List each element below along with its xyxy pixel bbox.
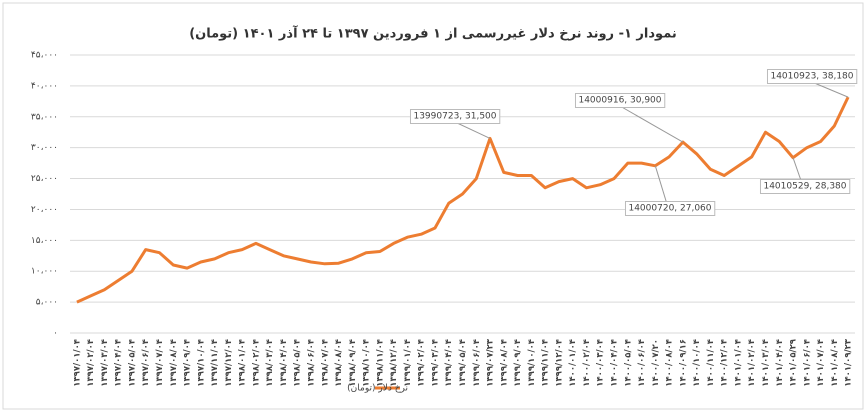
x-tick-label: ۱۴۰۱/۰۷/۰۴: [816, 339, 826, 387]
annotation-label: 14000916, 30,900: [578, 96, 661, 106]
x-tick-label: ۱۳۹۸/۱۰/۰۴: [362, 339, 372, 387]
x-tick-label: ۱۳۹۸/۰۵/۰۴: [293, 339, 303, 387]
x-tick-label: ۱۳۹۷/۰۳/۰۴: [100, 339, 110, 387]
x-tick-label: ۱۳۹۹/۰۱/۰۴: [403, 339, 413, 387]
y-tick-label: ۲۰،۰۰۰: [31, 205, 58, 215]
annotation-box: [409, 109, 501, 124]
x-tick-label: ۱۴۰۱/۰۹/۲۳: [844, 338, 854, 387]
x-tick-label: ۱۳۹۷/۰۸/۰۴: [169, 339, 179, 387]
x-tick-label: ۱۳۹۸/۰۳/۰۴: [265, 339, 275, 387]
x-tick-label: ۱۴۰۱/۰۱/۰۴: [733, 339, 743, 387]
x-tick-label: ۱۳۹۸/۰۹/۰۴: [348, 339, 358, 387]
x-tick-label: ۱۳۹۸/۰۸/۰۴: [334, 339, 344, 387]
x-tick-label: ۱۳۹۷/۰۷/۰۴: [155, 339, 165, 387]
x-tick-label: ۱۳۹۹/۱۱/۰۴: [541, 339, 551, 387]
x-tick-label: ۱۳۹۹/۰۶/۰۴: [472, 339, 482, 387]
x-tick-label: ۱۳۹۹/۰۸/۰۴: [499, 339, 509, 387]
x-tick-label: ۱۳۹۹/۰۳/۰۴: [430, 339, 440, 387]
annotation-label: 14000720, 27,060: [628, 204, 711, 214]
x-tick-label: ۱۳۹۷/۱۰/۰۴: [196, 339, 206, 387]
x-tick-label: ۱۴۰۱/۰۵/۲۹: [789, 338, 799, 387]
y-tick-label: ۵،۰۰۰: [36, 298, 58, 308]
x-tick-label: ۱۴۰۱/۰۶/۰۴: [802, 339, 812, 387]
x-tick-label: ۱۳۹۷/۰۱/۰۴: [72, 339, 82, 387]
x-tick-label: ۱۴۰۰/۰۸/۰۴: [665, 339, 675, 387]
x-tick-label: ۱۳۹۸/۱۲/۰۴: [389, 339, 399, 387]
y-tick-label: ۳۵،۰۰۰: [31, 112, 58, 122]
x-tick-label: ۱۳۹۸/۰۱/۰۴: [238, 339, 248, 387]
annotation-box: [574, 93, 666, 108]
x-tick-label: ۱۳۹۷/۰۶/۰۴: [141, 339, 151, 387]
annotation-box: [759, 179, 851, 194]
annotation-label: 14010529, 28,380: [763, 182, 846, 192]
x-tick-label: ۱۳۹۹/۰۹/۰۴: [513, 339, 523, 387]
annotation-leader: [619, 105, 684, 143]
x-tick-label: ۱۳۹۹/۰۴/۰۴: [444, 339, 454, 387]
x-tick-label: ۱۴۰۱/۰۴/۰۴: [775, 339, 785, 387]
x-tick-label: ۱۴۰۰/۰۲/۰۴: [582, 339, 592, 387]
x-tick-label: ۱۳۹۸/۰۷/۰۴: [320, 339, 330, 387]
y-tick-label: ۰: [53, 329, 58, 339]
y-tick-label: ۴۰،۰۰۰: [31, 81, 58, 91]
x-tick-label: ۱۴۰۰/۰۴/۰۴: [609, 339, 619, 387]
series-line: [76, 96, 850, 304]
x-tick-label: ۱۳۹۸/۰۲/۰۴: [251, 339, 261, 387]
y-tick-label: ۴۵،۰۰۰: [31, 51, 58, 61]
x-tick-label: ۱۳۹۸/۱۱/۰۴: [375, 339, 385, 387]
y-tick-label: ۳۰،۰۰۰: [31, 143, 58, 153]
x-tick-label: ۱۳۹۹/۱۲/۰۴: [554, 339, 564, 387]
x-tick-label: ۱۴۰۰/۱۱/۰۴: [706, 339, 716, 387]
x-tick-label: ۱۳۹۸/۰۴/۰۴: [279, 339, 289, 387]
x-tick-label: ۱۴۰۰/۱۲/۰۴: [720, 339, 730, 387]
x-tick-label: ۱۴۰۰/۰۷/۲۰: [651, 339, 661, 387]
x-tick-label: ۱۳۹۷/۰۲/۰۴: [86, 339, 96, 387]
x-tick-label: ۱۴۰۰/۰۹/۱۶: [678, 339, 688, 387]
x-tick-label: ۱۴۰۰/۰۵/۰۴: [623, 339, 633, 387]
annotation-leader: [454, 121, 491, 139]
x-tick-label: ۱۳۹۷/۰۴/۰۴: [114, 339, 124, 387]
y-tick-label: ۱۵،۰۰۰: [31, 236, 58, 246]
x-tick-label: ۱۳۹۸/۰۶/۰۴: [307, 339, 317, 387]
annotation-box: [766, 69, 858, 84]
x-tick-label: ۱۳۹۷/۱۲/۰۴: [224, 339, 234, 387]
x-tick-label: ۱۳۹۷/۱۱/۰۴: [210, 339, 220, 387]
annotation-leader: [811, 81, 849, 98]
x-tick-label: ۱۳۹۷/۰۵/۰۴: [127, 339, 137, 387]
x-tick-label: ۱۴۰۱/۰۲/۰۴: [747, 339, 757, 387]
x-tick-label: ۱۴۰۱/۰۸/۰۴: [830, 339, 840, 387]
x-tick-label: ۱۴۰۰/۰۱/۰۴: [568, 339, 578, 387]
x-tick-label: ۱۳۹۹/۰۵/۰۴: [458, 339, 468, 387]
x-tick-label: ۱۳۹۹/۰۷/۲۳: [486, 338, 496, 387]
x-tick-label: ۱۳۹۷/۰۹/۰۴: [183, 339, 193, 387]
annotation-label: 13990723, 31,500: [413, 112, 496, 122]
annotation-box: [624, 201, 716, 216]
chart-title: نمودار ۱- روند نرخ دلار غیررسمی از ۱ فرو…: [189, 25, 677, 42]
x-tick-label: ۱۴۰۰/۱۰/۰۴: [692, 339, 702, 387]
annotation-label: 14010923, 38,180: [770, 72, 853, 82]
x-tick-label: ۱۴۰۰/۰۶/۰۴: [637, 339, 647, 387]
x-tick-label: ۱۳۹۹/۱۰/۰۴: [527, 339, 537, 387]
x-tick-label: ۱۴۰۰/۰۳/۰۴: [596, 339, 606, 387]
y-tick-label: ۲۵،۰۰۰: [31, 174, 58, 184]
legend-label: نرخ دلار (تومان): [347, 384, 408, 394]
x-tick-label: ۱۴۰۱/۰۳/۰۴: [761, 339, 771, 387]
x-tick-label: ۱۳۹۹/۰۲/۰۴: [417, 339, 427, 387]
y-tick-label: ۱۰،۰۰۰: [31, 267, 58, 277]
